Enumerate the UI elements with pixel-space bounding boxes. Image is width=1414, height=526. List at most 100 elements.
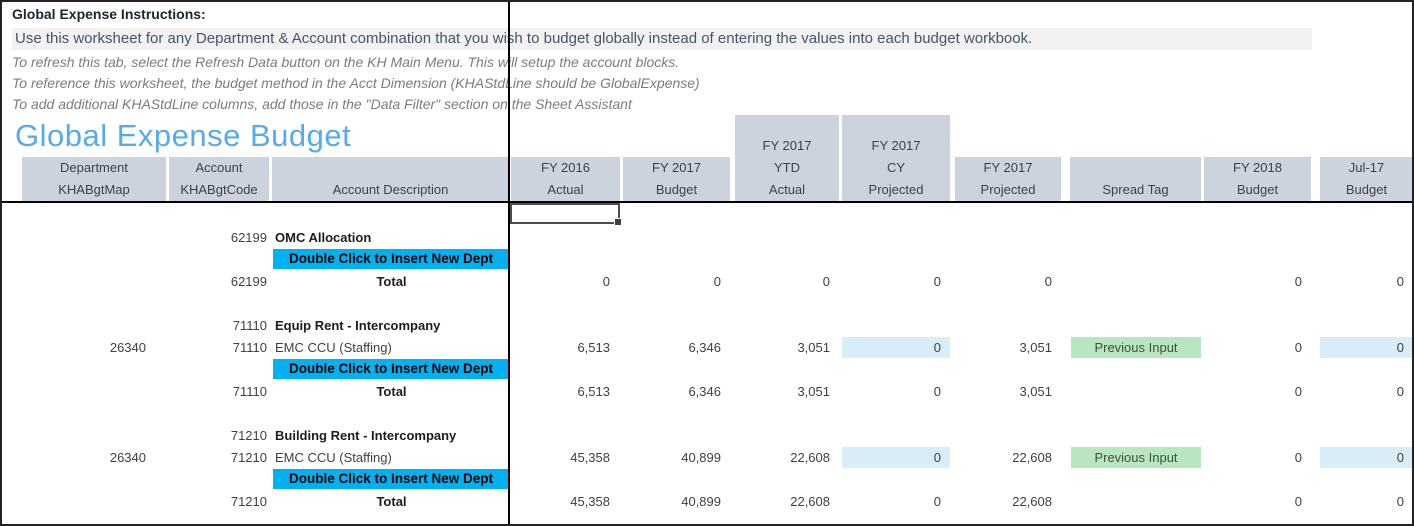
cell-account-description[interactable]: EMC CCU (Staffing) [275,340,392,355]
cell-total-label[interactable]: Total [376,274,407,289]
cell-fy2017-ytd-actual[interactable]: 3,051 [797,384,830,399]
cell-total-label[interactable]: Total [376,384,407,399]
cell-fy2017-budget[interactable]: 6,346 [688,340,721,355]
cell-fy2017-ytd-actual[interactable]: 22,608 [790,494,830,509]
cell-fy2017-budget[interactable]: 40,899 [681,450,721,465]
cell-fy2018-budget[interactable]: 0 [1294,340,1302,355]
col-header-fy2018-budget[interactable]: FY 2018 Budget [1204,157,1311,201]
cell-account-title[interactable]: Equip Rent - Intercompany [275,318,441,333]
col-header-line: Jul-17 [1348,160,1385,175]
cell-fy2018-budget[interactable]: 0 [1294,384,1302,399]
cell-fy2017-projected[interactable]: 22,608 [1012,494,1052,509]
col-header-line: Projected [868,182,924,197]
cell-fy2017-budget[interactable]: 6,346 [688,384,721,399]
cell-account-title[interactable]: Building Rent - Intercompany [275,428,457,443]
freeze-pane-divider [508,2,510,524]
col-header-account-description[interactable]: Account Description [272,157,509,201]
cell-account-code[interactable]: 71210 [230,494,267,509]
cell-fy2017-budget[interactable]: 0 [713,274,721,289]
cell-account-title[interactable]: OMC Allocation [275,230,372,245]
cell-account-code[interactable]: 71210 [230,428,267,443]
col-header-line: Actual [547,182,584,197]
col-header-line: YTD [774,160,800,175]
cell-account-code[interactable]: 71110 [232,318,267,333]
header-separator [2,201,1412,203]
instructions-summary: Use this worksheet for any Department & … [12,28,1312,50]
cell-fy2017-cy-projected[interactable]: 0 [933,274,941,289]
col-header-fy2017-ytd-actual[interactable]: FY 2017 YTD Actual [735,115,839,201]
col-header-fy2017-cy-projected[interactable]: FY 2017 CY Projected [842,115,950,201]
col-header-fy2017-projected[interactable]: FY 2017 Projected [955,157,1061,201]
col-header-department[interactable]: Department KHABgtMap [22,157,166,201]
col-header-line: Department [60,160,128,175]
col-header-line: Budget [655,182,698,197]
instructions-note-datafilter: To add additional KHAStdLine columns, ad… [12,96,632,112]
col-header-account[interactable]: Account KHABgtCode [169,157,269,201]
col-header-line: FY 2016 [541,160,590,175]
col-header-line: Budget [1236,182,1279,197]
col-header-line: FY 2017 [652,160,701,175]
col-header-fy2017-budget[interactable]: FY 2017 Budget [623,157,730,201]
cell-account-code[interactable]: 71110 [232,384,267,399]
cell-account-code[interactable]: 62199 [230,274,267,289]
col-header-line: KHABgtCode [180,182,258,197]
cell-fy2018-budget[interactable]: 0 [1294,274,1302,289]
cell-fy2018-budget[interactable]: 0 [1294,450,1302,465]
col-header-line: Actual [768,182,806,197]
cell-fy2017-ytd-actual[interactable]: 0 [822,274,830,289]
col-header-line: Budget [1345,182,1388,197]
col-header-line: KHABgtMap [58,182,130,197]
cell-fy2017-cy-projected-input[interactable]: 0 [842,337,950,358]
col-header-line: CY [886,160,906,175]
cell-spread-tag[interactable]: Previous Input [1071,337,1201,358]
cell-fy2017-projected[interactable]: 3,051 [1019,384,1052,399]
cell-jul17-budget-input[interactable]: 0 [1320,337,1412,358]
sheet-title: Global Expense Budget [15,118,352,153]
cell-department[interactable]: 26340 [109,450,146,465]
col-header-line: FY 2017 [762,138,812,153]
cell-jul17-budget[interactable]: 0 [1396,494,1404,509]
col-header-line: Projected [980,182,1036,197]
cell-fy2016-actual[interactable]: 45,358 [570,450,610,465]
col-header-spread-tag[interactable]: Spread Tag [1070,157,1201,201]
col-header-line: FY 2018 [1233,160,1282,175]
cell-account-code[interactable]: 71210 [230,450,267,465]
cell-fy2017-budget[interactable]: 40,899 [681,494,721,509]
instructions-note-refresh: To refresh this tab, select the Refresh … [12,54,680,70]
cell-spread-tag[interactable]: Previous Input [1071,447,1201,468]
cell-fy2017-cy-projected[interactable]: 0 [933,494,941,509]
cell-fy2017-ytd-actual[interactable]: 3,051 [797,340,830,355]
cell-account-description[interactable]: EMC CCU (Staffing) [275,450,392,465]
cell-fy2016-actual[interactable]: 6,513 [577,340,610,355]
cell-fy2017-ytd-actual[interactable]: 22,608 [790,450,830,465]
col-header-line: FY 2017 [983,160,1033,175]
cell-fy2016-actual[interactable]: 6,513 [577,384,610,399]
insert-new-dept-button[interactable]: Double Click to Insert New Dept [273,469,509,489]
cell-fy2017-projected[interactable]: 0 [1044,274,1052,289]
fill-handle[interactable] [614,218,622,226]
cell-account-code[interactable]: 62199 [230,230,267,245]
instructions-note-reference: To reference this worksheet, the budget … [12,75,700,91]
cell-fy2017-projected[interactable]: 3,051 [1019,340,1052,355]
insert-new-dept-button[interactable]: Double Click to Insert New Dept [273,249,509,269]
col-header-fy2016-actual[interactable]: FY 2016 Actual [511,157,620,201]
cell-jul17-budget[interactable]: 0 [1396,384,1404,399]
selected-cell[interactable] [510,203,622,226]
cell-fy2018-budget[interactable]: 0 [1294,494,1302,509]
instructions-title: Global Expense Instructions: [12,6,206,22]
cell-fy2016-actual[interactable]: 0 [602,274,610,289]
cell-fy2017-cy-projected[interactable]: 0 [933,384,941,399]
cell-department[interactable]: 26340 [109,340,146,355]
col-header-line: Spread Tag [1102,182,1169,197]
col-header-jul17-budget[interactable]: Jul-17 Budget [1320,157,1412,201]
col-header-line: FY 2017 [871,138,921,153]
cell-fy2017-cy-projected-input[interactable]: 0 [842,447,950,468]
cell-fy2016-actual[interactable]: 45,358 [570,494,610,509]
insert-new-dept-button[interactable]: Double Click to Insert New Dept [273,359,509,379]
cell-account-code[interactable]: 71110 [232,340,267,355]
cell-total-label[interactable]: Total [376,494,407,509]
cell-jul17-budget-input[interactable]: 0 [1320,447,1412,468]
cell-jul17-budget[interactable]: 0 [1396,274,1404,289]
cell-fy2017-projected[interactable]: 22,608 [1012,450,1052,465]
